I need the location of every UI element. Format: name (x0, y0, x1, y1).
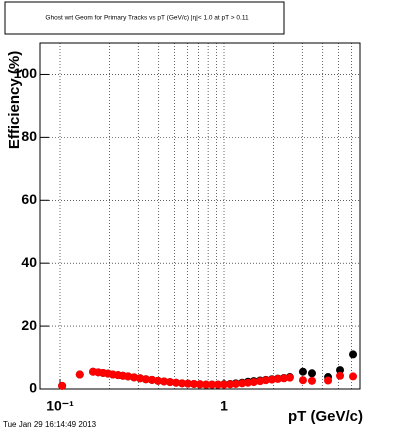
marker (124, 372, 133, 381)
marker (249, 378, 258, 387)
y-axis-label: Efficiency (%) (6, 51, 23, 149)
x-axis-label: pT (GeV/c) (288, 408, 363, 425)
marker (202, 380, 211, 389)
x-tick-label: 1 (220, 398, 228, 414)
y-tick-label: 40 (21, 254, 37, 270)
marker (172, 378, 181, 387)
marker (336, 366, 345, 375)
marker (189, 379, 198, 388)
marker (58, 381, 67, 390)
marker (279, 374, 288, 383)
marker (178, 379, 187, 388)
marker (213, 380, 222, 389)
y-tick-label: 20 (21, 317, 37, 333)
title-box (4, 1, 285, 35)
marker (220, 380, 229, 389)
marker (298, 367, 307, 376)
marker (160, 377, 169, 386)
marker (298, 376, 307, 385)
marker (307, 376, 316, 385)
y-tick-label: 60 (21, 191, 37, 207)
marker (148, 375, 157, 384)
marker (243, 378, 252, 387)
marker (324, 376, 333, 385)
marker (183, 379, 192, 388)
y-tick-label: 80 (21, 128, 37, 144)
marker (349, 372, 358, 381)
plot-frame (39, 42, 361, 390)
y-tick-label: 0 (29, 380, 37, 396)
marker (196, 380, 205, 389)
timestamp: Tue Jan 29 16:14:49 2013 (3, 420, 97, 429)
marker (141, 375, 150, 384)
marker (349, 350, 358, 359)
marker (226, 380, 235, 389)
marker (273, 374, 282, 383)
marker (267, 375, 276, 384)
chart-title: Ghost wrt Geom for Primary Tracks vs pT … (45, 15, 249, 22)
marker (75, 370, 84, 379)
marker (285, 373, 294, 382)
marker (336, 371, 345, 380)
marker (166, 378, 175, 387)
marker (130, 373, 139, 382)
marker (238, 379, 247, 388)
marker (208, 380, 217, 389)
marker (231, 379, 240, 388)
marker (261, 376, 270, 385)
x-tick-label: 10⁻¹ (46, 398, 74, 414)
marker (307, 369, 316, 378)
marker (154, 376, 163, 385)
y-tick-label: 100 (14, 65, 38, 81)
